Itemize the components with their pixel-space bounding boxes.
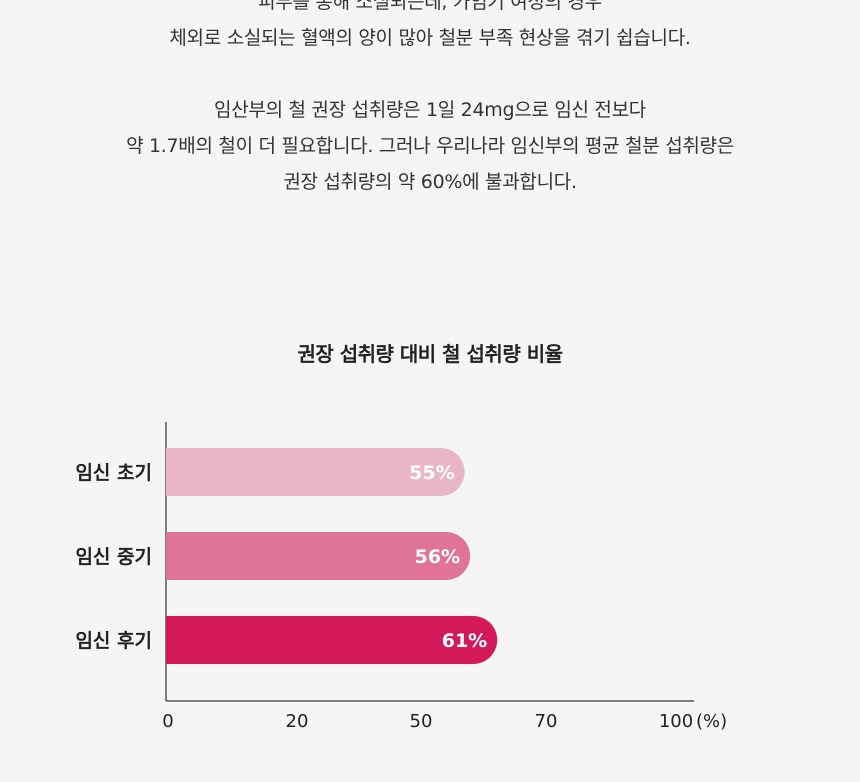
bar-value-label: 56% — [415, 546, 460, 568]
bar — [166, 616, 498, 664]
x-tick-label: 20 — [286, 711, 309, 732]
category-label: 임신 후기 — [75, 630, 152, 652]
intro-line: 체외로 소실되는 혈액의 양이 많아 철분 부족 현상을 겪기 쉽습니다. — [169, 27, 691, 49]
x-tick-label: 0 — [162, 711, 173, 732]
intro-text: 피부를 통해 소실되는데, 가임기 여성의 경우 체외로 소실되는 혈액의 양이… — [0, 0, 860, 200]
x-tick-label: 100 — [659, 711, 693, 732]
intro-line: 피부를 통해 소실되는데, 가임기 여성의 경우 — [258, 0, 602, 13]
x-unit-label: (%) — [696, 711, 727, 732]
intro-line: 임산부의 철 권장 섭취량은 1일 24mg으로 임신 전보다 — [214, 99, 646, 121]
x-tick-label: 50 — [410, 711, 433, 732]
bar — [166, 532, 471, 580]
bar — [166, 448, 465, 496]
x-tick-label: 70 — [535, 711, 558, 732]
category-label: 임신 중기 — [75, 546, 152, 568]
bar-value-label: 61% — [442, 630, 487, 652]
category-label: 임신 초기 — [75, 462, 152, 484]
chart-title: 권장 섭취량 대비 철 섭취량 비율 — [297, 342, 563, 366]
bar-value-label: 55% — [409, 462, 454, 484]
intro-line: 권장 섭취량의 약 60%에 불과합니다. — [283, 171, 577, 193]
intro-line: 약 1.7배의 철이 더 필요합니다. 그러나 우리나라 임신부의 평균 철분 … — [126, 135, 734, 157]
